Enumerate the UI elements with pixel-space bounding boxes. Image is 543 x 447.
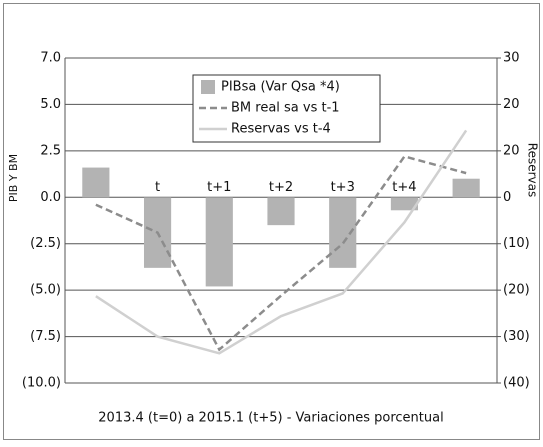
x-tick-label: t+3 — [331, 180, 355, 195]
x-tick-label: t+1 — [207, 180, 231, 195]
y2-tick-label: (10) — [503, 236, 530, 251]
y-tick-label: 0.0 — [40, 190, 61, 205]
y2-tick-label: 20 — [503, 97, 520, 112]
x-tick-label: t+2 — [269, 180, 293, 195]
y-axis-title: PIB Y BM — [7, 154, 20, 202]
legend-swatch — [201, 80, 215, 94]
y-tick-label: (5.0) — [30, 283, 61, 298]
y2-tick-label: 30 — [503, 51, 520, 66]
x-tick-label: t+4 — [392, 180, 416, 195]
y-tick-label: (7.5) — [30, 329, 61, 344]
x-axis-title: 2013.4 (t=0) a 2015.1 (t+5) - Variacione… — [98, 411, 443, 426]
legend-label: BM real sa vs t-1 — [231, 101, 340, 116]
bar — [205, 197, 233, 287]
y2-tick-label: 20 — [503, 143, 520, 158]
bar — [329, 197, 357, 268]
line — [95, 154, 467, 352]
y-tick-label: 2.5 — [40, 143, 61, 158]
y2-tick-label: 0 — [503, 190, 511, 205]
y2-axis-title: Reservas — [526, 143, 540, 197]
y-tick-label: (10.0) — [22, 376, 61, 391]
x-tick-label: t — [155, 180, 160, 195]
bar — [82, 167, 110, 198]
line — [95, 129, 468, 355]
legend-label: Reservas vs t-4 — [231, 122, 331, 137]
bar — [452, 178, 480, 198]
bar — [390, 197, 419, 211]
y-tick-label: (2.5) — [30, 236, 61, 251]
y2-tick-label: (30) — [503, 329, 530, 344]
y2-tick-label: (40) — [503, 376, 530, 391]
legend-label: PIBsa (Var Qsa *4) — [221, 80, 340, 95]
y2-tick-label: (20) — [503, 283, 530, 298]
bar — [267, 197, 295, 226]
y-tick-label: 5.0 — [40, 97, 61, 112]
y-tick-label: 7.0 — [40, 51, 61, 66]
